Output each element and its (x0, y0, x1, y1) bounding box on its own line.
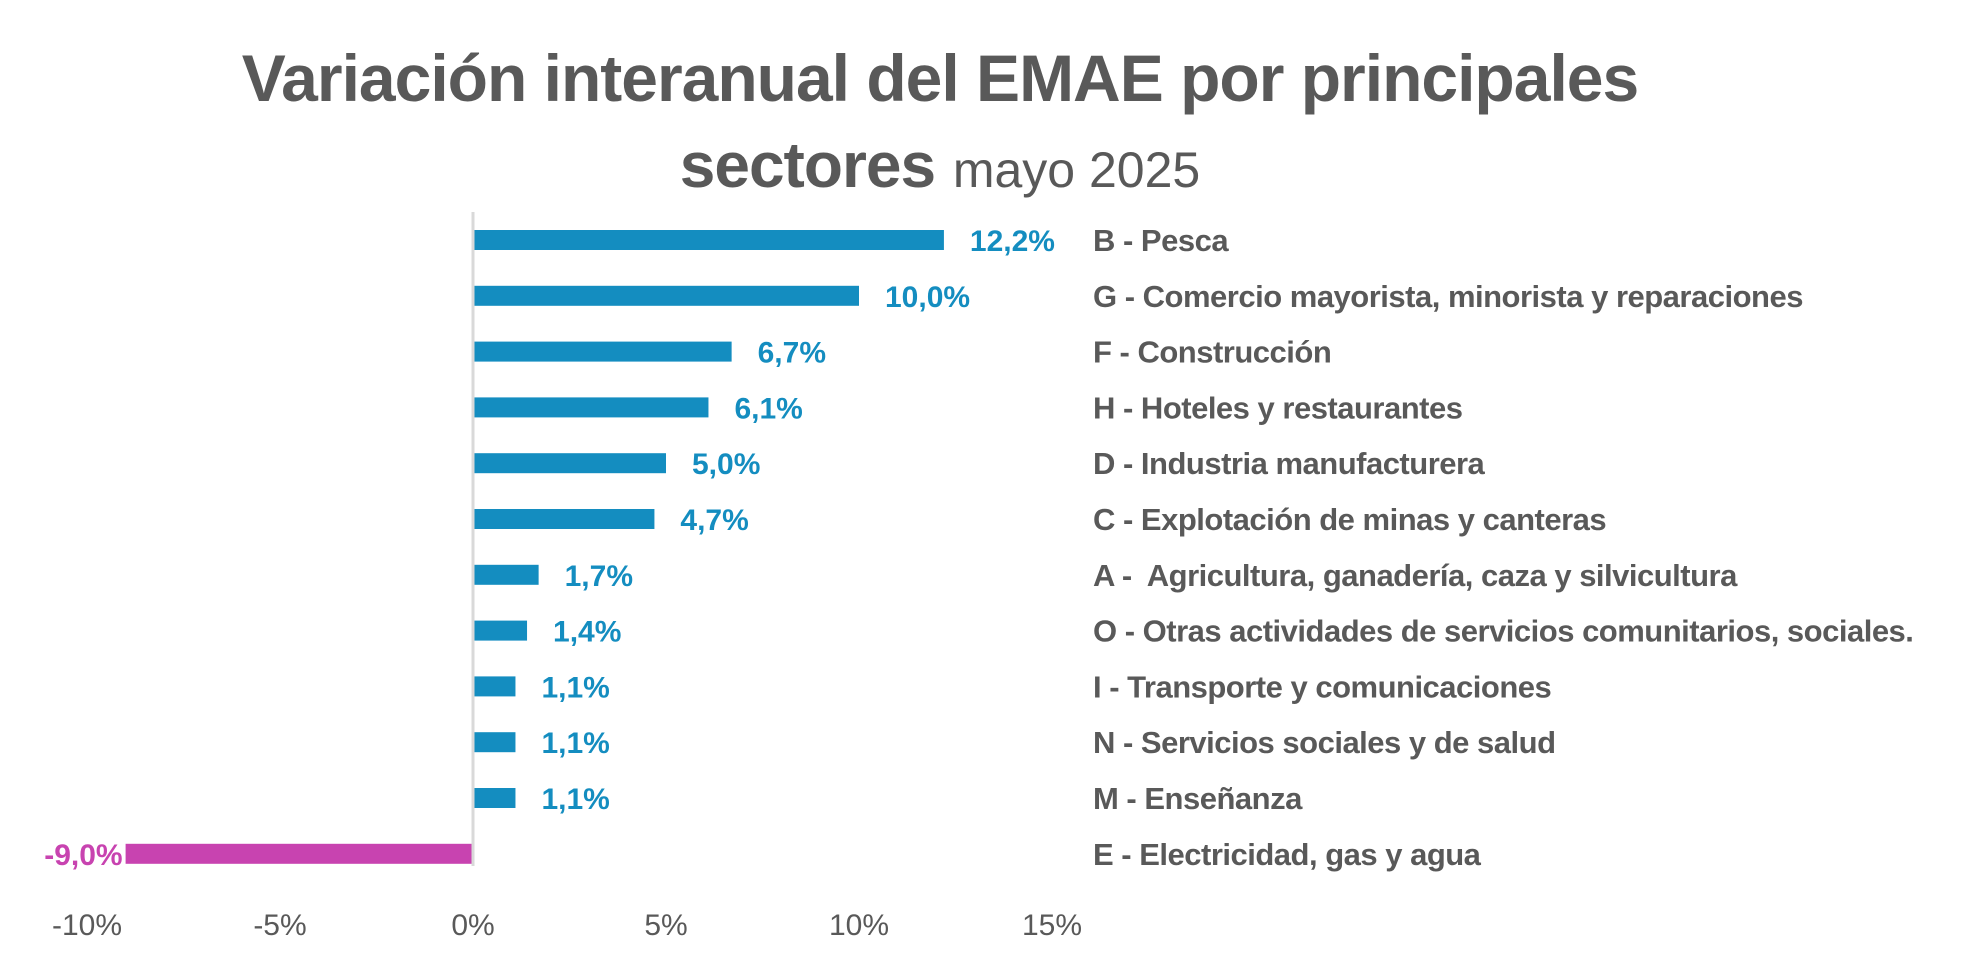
x-tick-label: -5% (253, 909, 306, 942)
category-label: H - Hoteles y restaurantes (1093, 390, 1462, 425)
x-tick-label: -10% (52, 909, 122, 942)
bar (473, 564, 539, 585)
chart-title-line2: sectores mayo 2025 (0, 128, 1880, 202)
category-label: E - Electricidad, gas y agua (1093, 837, 1482, 872)
bar (473, 620, 528, 641)
data-label: 5,0% (692, 448, 760, 481)
category-label: D - Industria manufacturera (1093, 446, 1486, 481)
bar (125, 843, 473, 864)
category-label: B - Pesca (1093, 223, 1229, 258)
category-label: N - Servicios sociales y de salud (1093, 725, 1556, 760)
category-label: A - Agricultura, ganadería, caza y silvi… (1093, 558, 1738, 593)
bar (473, 509, 655, 529)
x-tick-label: 15% (1022, 909, 1082, 942)
data-label: 1,1% (541, 671, 609, 704)
bar (473, 732, 516, 753)
data-label: 1,4% (553, 616, 621, 649)
data-label: 12,2% (970, 225, 1055, 258)
bar (473, 788, 516, 808)
x-tick-label: 10% (829, 909, 889, 942)
data-label: 6,1% (734, 392, 802, 425)
data-label: 1,1% (541, 783, 609, 816)
bar (473, 285, 859, 306)
bar (473, 230, 944, 250)
chart-subtitle: mayo 2025 (952, 142, 1201, 198)
category-label: C - Explotación de minas y canteras (1093, 502, 1606, 537)
data-label: 1,7% (565, 560, 633, 593)
category-label: M - Enseñanza (1093, 781, 1303, 816)
data-label: 4,7% (680, 504, 748, 537)
bar (473, 453, 666, 474)
category-label: O - Otras actividades de servicios comun… (1093, 614, 1913, 649)
category-label: G - Comercio mayorista, minorista y repa… (1093, 279, 1803, 314)
chart-title: Variación interanual del EMAE por princi… (241, 41, 1639, 115)
data-label: 1,1% (541, 727, 609, 760)
bar (473, 676, 516, 697)
data-label: -9,0% (44, 839, 122, 872)
chart-title-continuation: sectores (679, 129, 936, 201)
bars-group: 12,2% B - Pesca 10,0% G - Comercio mayorist… (44, 223, 1914, 872)
x-tick-label: 0% (451, 909, 494, 942)
x-axis-ticks: -10% -5% 0% 5% 10% 15% (52, 909, 1082, 942)
bar (473, 397, 709, 418)
category-label: I - Transporte y comunicaciones (1093, 669, 1551, 704)
bar (473, 341, 732, 362)
x-tick-label: 5% (644, 909, 687, 942)
category-label: F - Construcción (1093, 335, 1331, 370)
data-label: 6,7% (758, 337, 826, 370)
data-label: 10,0% (885, 281, 970, 314)
